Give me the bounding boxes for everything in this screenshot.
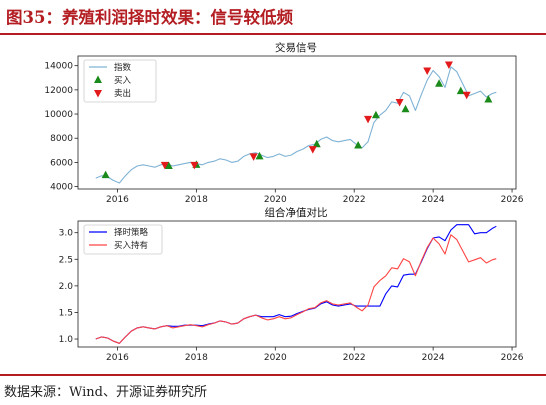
- legend-swatch: [94, 75, 102, 83]
- x-tick-label: 2018: [185, 353, 208, 363]
- y-tick-label: 1.0: [59, 335, 74, 345]
- x-tick-label: 2024: [422, 195, 445, 205]
- y-tick-label: 2.5: [59, 255, 73, 265]
- sell-marker: [423, 67, 432, 76]
- buy-marker: [371, 110, 380, 119]
- x-tick-label: 2020: [264, 195, 287, 205]
- y-tick-label: 4000: [50, 183, 73, 193]
- legend-label: 买入持有: [114, 240, 148, 251]
- y-tick-label: 2.0: [59, 282, 74, 292]
- y-tick-label: 12000: [44, 86, 73, 96]
- legend-label: 买入: [114, 76, 132, 86]
- x-tick-label: 2018: [185, 195, 208, 205]
- y-tick-label: 6000: [50, 158, 73, 168]
- legend-swatch: [94, 90, 102, 98]
- x-tick-label: 2026: [501, 195, 524, 205]
- y-tick-label: 14000: [44, 62, 73, 72]
- buy-marker: [401, 104, 410, 113]
- legend-box: [83, 59, 157, 103]
- sell-marker: [462, 91, 471, 100]
- panel1-title: 交易信号: [275, 41, 317, 54]
- y-tick-label: 1.5: [59, 308, 73, 318]
- panel2-title: 组合净值对比: [265, 206, 328, 219]
- source-note: 数据来源：Wind、开源证券研究所: [4, 385, 207, 400]
- x-tick-label: 2016: [106, 195, 129, 205]
- caption-divider: [0, 33, 546, 35]
- buy-marker: [312, 139, 321, 148]
- source-divider: [0, 374, 546, 376]
- nav-comparison-panel: 2016 2018 2020 2022 2024 2026 1.0 1.5 2.0 2.5 3.0 择…: [59, 220, 524, 363]
- figure-caption: 图35：养殖利润择时效果：信号较低频: [6, 8, 293, 27]
- sell-marker: [190, 161, 199, 170]
- y-tick-label: 8000: [50, 134, 73, 144]
- legend-label: 指数: [114, 62, 132, 73]
- chart-figure: 交易信号 2016 2018 2020 2022 2024 2026 4000 6000 800…: [44, 41, 524, 363]
- sell-marker: [395, 98, 404, 107]
- buy-marker: [456, 86, 465, 95]
- sell-marker: [249, 153, 258, 161]
- legend-label: 择时策略: [114, 227, 149, 238]
- buy-marker: [484, 95, 493, 103]
- sell-marker: [364, 115, 373, 124]
- x-tick-label: 2026: [501, 353, 524, 363]
- y-tick-label: 10000: [44, 110, 73, 120]
- y-tick-label: 3.0: [59, 229, 74, 239]
- buy-marker: [354, 140, 363, 149]
- sell-marker: [160, 161, 169, 170]
- legend-label: 卖出: [114, 88, 131, 99]
- buy-marker: [101, 170, 110, 179]
- x-tick-label: 2024: [422, 353, 445, 363]
- x-tick-label: 2016: [106, 353, 129, 363]
- x-tick-label: 2022: [343, 353, 366, 363]
- buy-marker: [255, 151, 264, 160]
- buy-marker: [164, 161, 173, 170]
- buy-marker: [435, 79, 444, 87]
- sell-marker: [308, 146, 317, 154]
- x-tick-label: 2020: [264, 353, 287, 363]
- series-line-2: [95, 234, 497, 344]
- x-tick-label: 2022: [343, 195, 366, 205]
- plot-frame: [77, 220, 517, 348]
- plot-frame: [77, 55, 517, 190]
- sell-marker: [444, 61, 453, 69]
- trading-signal-panel: 2016 2018 2020 2022 2024 2026 4000 6000 8000 1000…: [44, 55, 524, 205]
